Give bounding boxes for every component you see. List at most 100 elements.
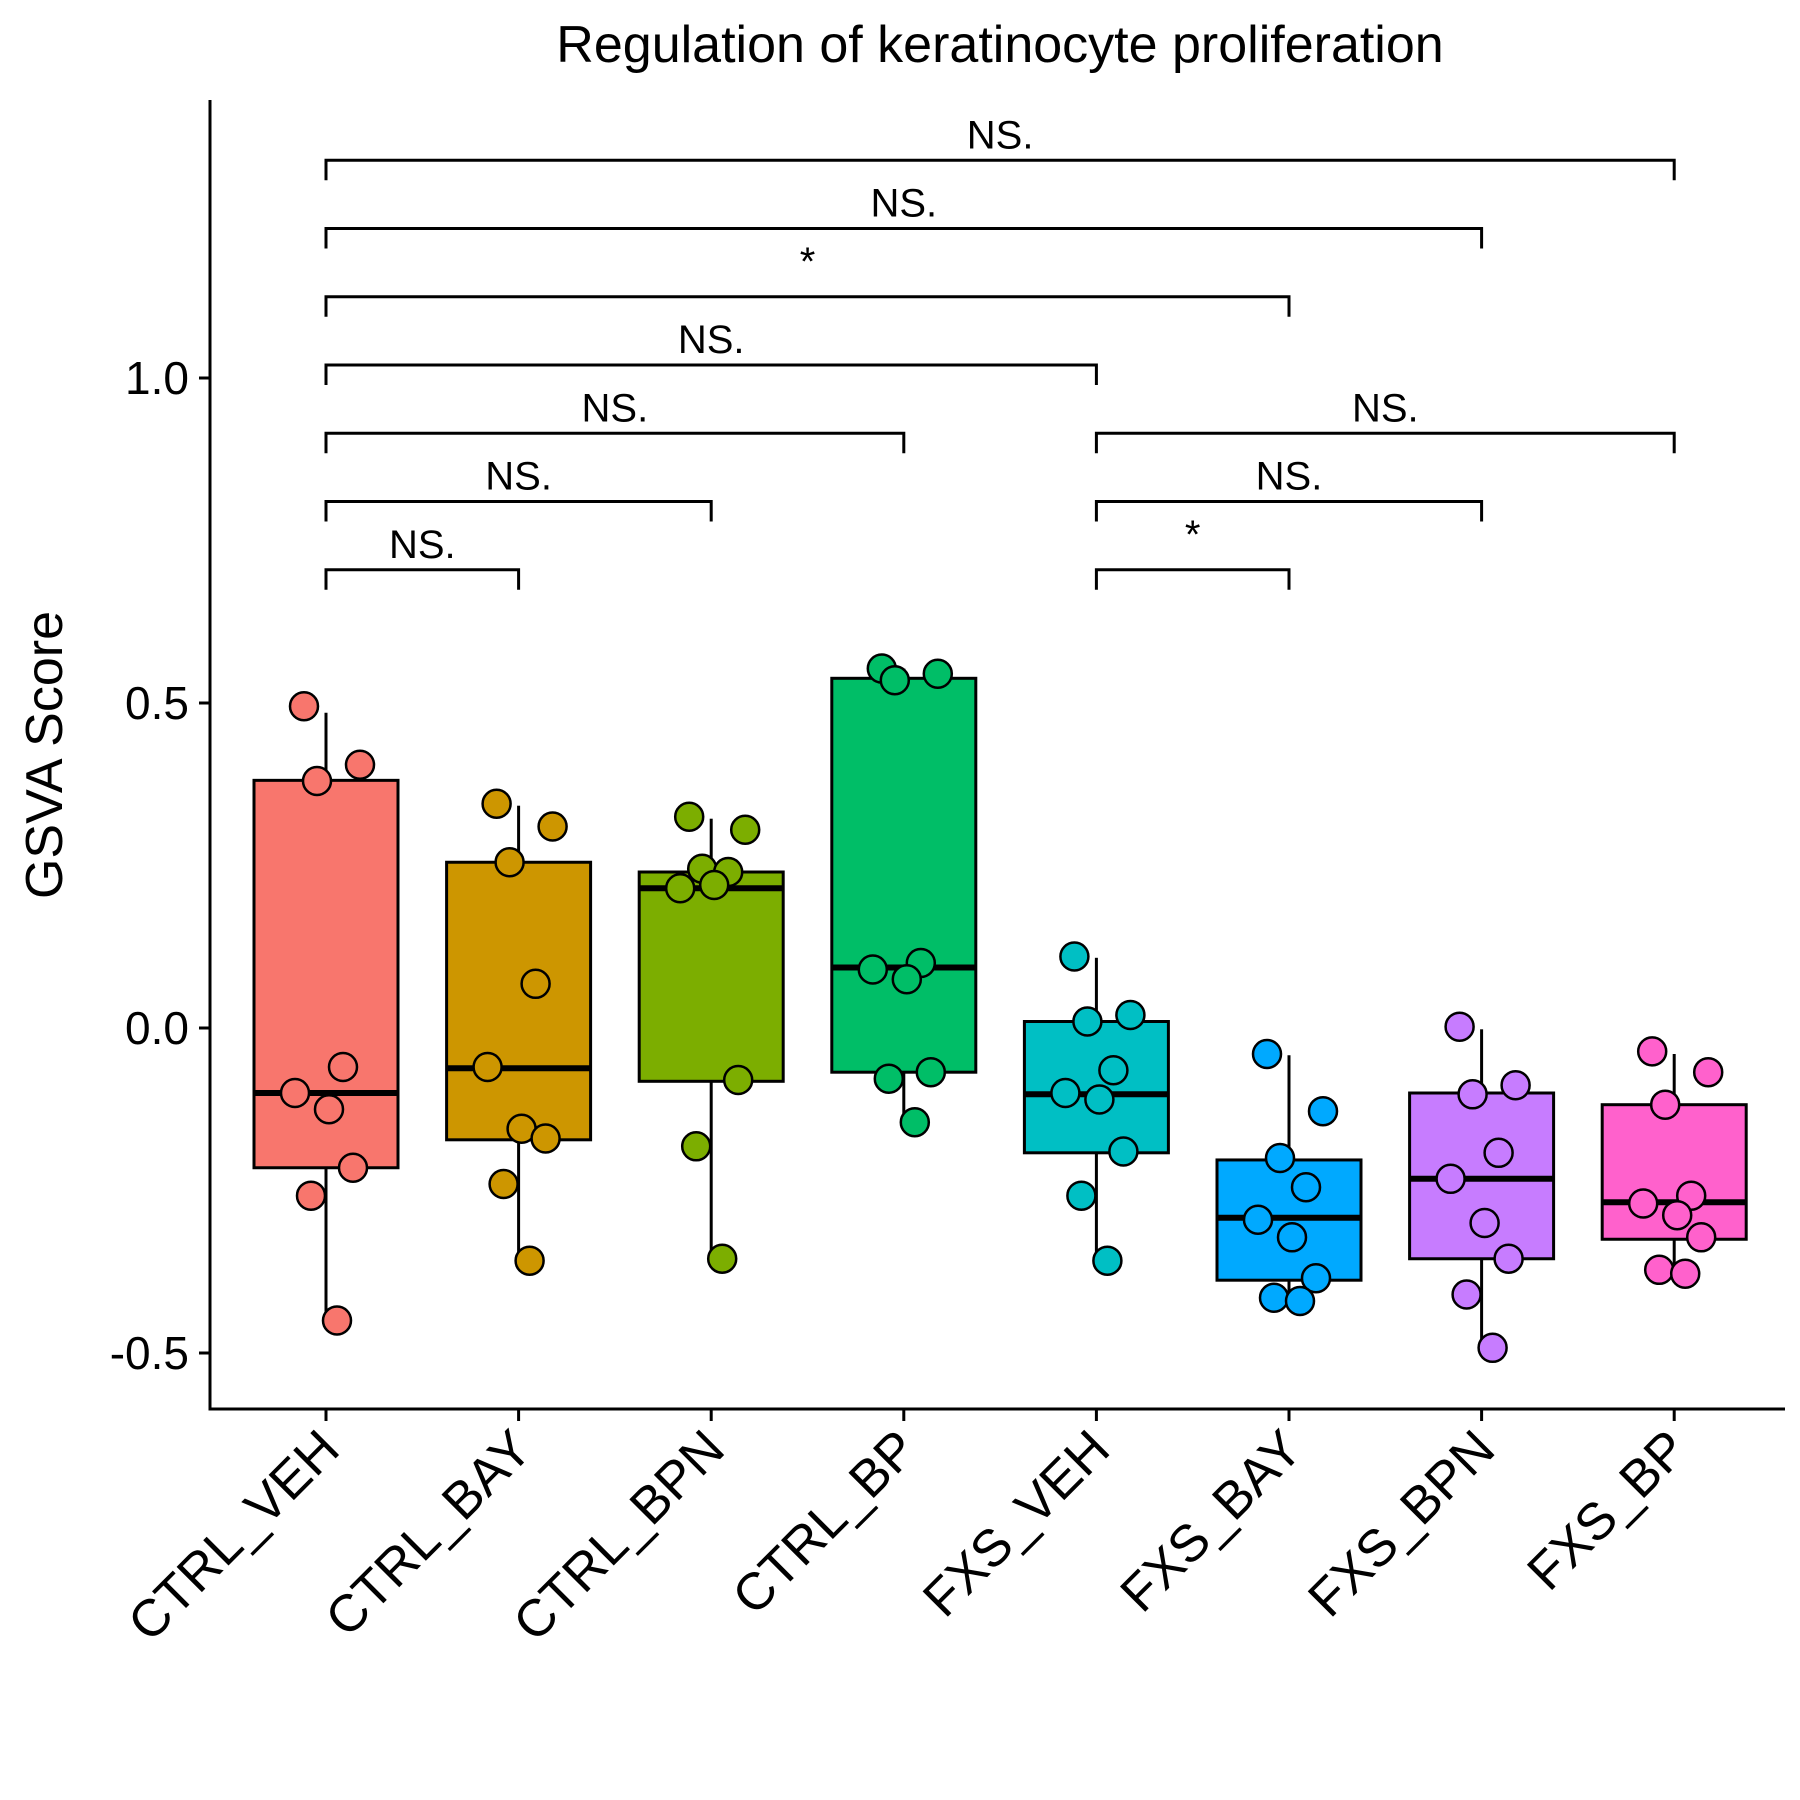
x-tick-label: FXS_BAY (1110, 1419, 1314, 1623)
data-point (1483, 1137, 1514, 1169)
data-point (922, 658, 954, 689)
data-point (1290, 1172, 1322, 1203)
x-tick-label: FXS_VEH (912, 1419, 1121, 1628)
data-point (899, 1107, 931, 1138)
data-point (1661, 1199, 1693, 1231)
x-tick-label: FXS_BPN (1297, 1419, 1506, 1628)
x-tick-label: CTRL_BPN (503, 1419, 736, 1652)
data-point (313, 1094, 345, 1125)
y-tick-label: 0.0 (125, 1002, 189, 1054)
data-point (1108, 1136, 1139, 1167)
significance-label: NS. (678, 318, 745, 362)
significance-bracket (324, 295, 1291, 317)
significance-label: NS. (1352, 386, 1419, 430)
data-point (1084, 1084, 1115, 1115)
significance-bracket (1094, 500, 1484, 522)
data-point (1444, 1011, 1475, 1042)
significance-bracket (1094, 568, 1291, 590)
data-point (472, 1051, 503, 1083)
data-point (301, 765, 333, 797)
data-point (673, 801, 705, 832)
data-point (1258, 1282, 1290, 1313)
data-point (1685, 1222, 1717, 1253)
data-point (879, 665, 911, 696)
group-ctrl-bp (830, 653, 978, 1138)
data-point (1098, 1055, 1129, 1086)
plot-area: -0.50.00.51.0CTRL_VEHCTRL_BAYCTRL_BPNCTR… (110, 113, 1748, 1653)
data-point (1493, 1243, 1524, 1274)
data-point (857, 954, 889, 985)
significance-label: * (800, 240, 816, 284)
significance-label: NS. (870, 182, 937, 226)
data-point (1115, 999, 1146, 1031)
data-point (706, 1243, 738, 1274)
data-point (1284, 1285, 1316, 1317)
data-point (1050, 1077, 1081, 1109)
box (830, 676, 978, 1074)
x-tick-label: FXS_BP (1517, 1419, 1699, 1601)
data-point (1627, 1188, 1659, 1219)
data-point (1669, 1258, 1701, 1289)
data-point (288, 691, 320, 722)
data-point (1643, 1254, 1675, 1286)
data-point (1251, 1038, 1283, 1070)
y-axis-label: GSVA Score (16, 611, 74, 899)
significance-label: NS. (1256, 455, 1323, 499)
significance-bracket (324, 568, 521, 590)
significance-label: NS. (582, 386, 649, 430)
data-point (537, 811, 568, 842)
significance-label: * (1185, 513, 1201, 557)
data-point (1636, 1036, 1668, 1067)
significance-label: NS. (485, 455, 552, 499)
data-point (1300, 1263, 1332, 1294)
x-tick-label: CTRL_VEH (117, 1419, 350, 1652)
data-point (1435, 1163, 1466, 1195)
data-point (722, 1064, 754, 1096)
data-point (494, 847, 525, 878)
significance-bracket (324, 431, 906, 454)
significance-label: NS. (389, 523, 456, 567)
group-ctrl-bay (445, 788, 593, 1276)
group-fxs-bpn (1408, 1011, 1556, 1364)
data-point (729, 814, 761, 845)
y-tick-label: -0.5 (110, 1327, 189, 1379)
data-point (1092, 1245, 1123, 1276)
data-point (327, 1051, 359, 1083)
data-point (891, 964, 923, 995)
data-point (337, 1152, 369, 1183)
x-tick-label: CTRL_BP (722, 1419, 929, 1626)
box (445, 860, 593, 1142)
data-point (514, 1245, 545, 1276)
data-point (1692, 1056, 1724, 1088)
significance-bracket (324, 363, 1098, 385)
significance-bracket (1094, 431, 1676, 454)
data-point (520, 968, 551, 1000)
data-point (488, 1168, 519, 1200)
significance-bracket (324, 500, 713, 522)
group-ctrl-bpn (637, 801, 785, 1274)
y-tick-label: 0.5 (125, 677, 189, 729)
data-point (1264, 1142, 1296, 1174)
significance-label: NS. (967, 113, 1034, 157)
data-point (344, 749, 376, 780)
data-point (1072, 1006, 1103, 1037)
data-point (1457, 1079, 1488, 1110)
significance-bracket (324, 227, 1484, 249)
data-point (530, 1123, 561, 1154)
data-point (664, 873, 696, 904)
data-point (295, 1180, 327, 1211)
data-point (698, 869, 730, 901)
data-point (279, 1077, 311, 1109)
data-point (1066, 1180, 1097, 1211)
data-point (1307, 1095, 1339, 1127)
group-fxs-bp (1600, 1036, 1748, 1289)
data-point (1242, 1204, 1274, 1235)
data-point (915, 1056, 947, 1088)
significance-bracket (324, 158, 1676, 181)
data-point (1276, 1222, 1308, 1253)
data-point (1469, 1207, 1500, 1239)
group-ctrl-veh (252, 691, 400, 1336)
data-point (1477, 1332, 1508, 1364)
